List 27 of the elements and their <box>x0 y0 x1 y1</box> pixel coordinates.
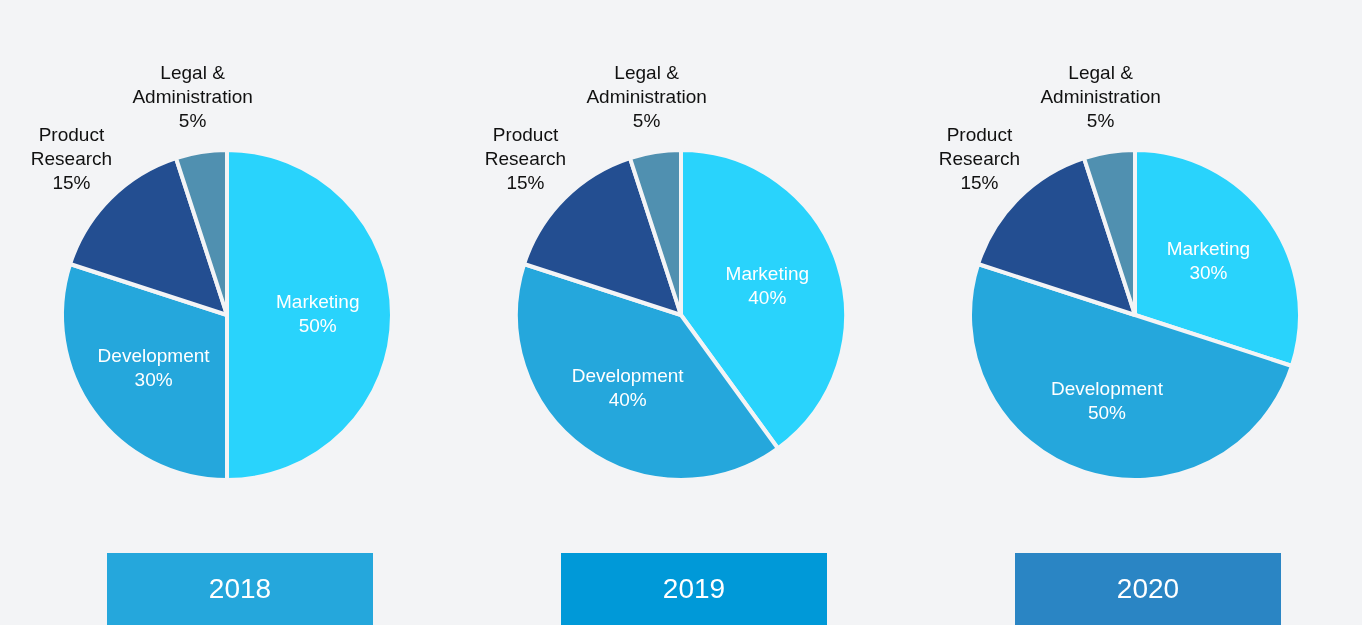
slice-label: Legal & Administration <box>132 61 253 107</box>
data-label: 30% <box>1189 261 1228 283</box>
data-label: 40% <box>608 388 647 410</box>
data-label: 15% <box>52 171 91 193</box>
text: 2018 <box>107 553 373 625</box>
data-label: 50% <box>1087 401 1127 423</box>
slice-label: Development <box>571 364 685 386</box>
data-label: 5% <box>1086 109 1115 131</box>
data-label: 30% <box>134 368 173 390</box>
slice-label: Development <box>1050 377 1164 399</box>
text: 2019 <box>561 553 827 625</box>
data-label: 40% <box>748 287 787 309</box>
data-label: 15% <box>506 171 545 193</box>
data-label: 5% <box>178 109 207 131</box>
slice-label: Marketing <box>725 263 810 285</box>
data-label: 50% <box>298 315 337 337</box>
data-label: 5% <box>632 109 661 131</box>
slice-label: Marketing <box>1166 237 1251 259</box>
slice-label: Product Research <box>938 123 1021 169</box>
text: 2020 <box>1015 553 1281 625</box>
slice-label: Marketing <box>276 291 360 313</box>
slice-label: Product Research <box>484 123 567 169</box>
slice-label: Legal & Administration <box>586 61 707 107</box>
data-label: 15% <box>960 171 999 193</box>
slice-label: Legal & Administration <box>1040 61 1161 107</box>
slice-label: Development <box>97 344 211 366</box>
slice-label: Product Research <box>30 123 113 169</box>
